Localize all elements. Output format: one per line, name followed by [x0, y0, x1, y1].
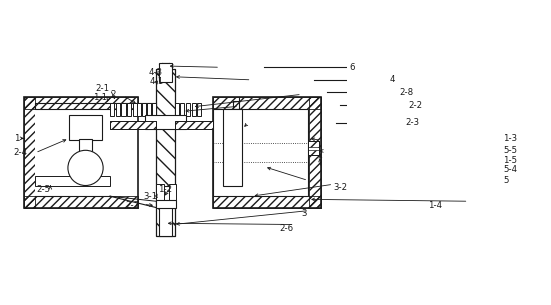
Bar: [159, 185, 172, 236]
Bar: [159, 63, 172, 82]
Bar: [69, 115, 102, 140]
Bar: [110, 102, 115, 116]
Bar: [308, 142, 320, 146]
Bar: [110, 121, 156, 129]
Bar: [35, 102, 156, 109]
Text: 2-3: 2-3: [406, 118, 420, 127]
Text: 2-8: 2-8: [399, 88, 413, 97]
Bar: [181, 102, 184, 116]
Bar: [110, 121, 156, 129]
Text: 5-4: 5-4: [503, 165, 517, 174]
Bar: [156, 184, 164, 201]
Text: 4-1: 4-1: [150, 77, 164, 86]
Bar: [24, 98, 35, 207]
Bar: [24, 98, 138, 109]
Bar: [308, 150, 320, 155]
Text: 4-3: 4-3: [148, 68, 163, 77]
Bar: [175, 102, 179, 116]
Bar: [24, 196, 138, 207]
Bar: [116, 102, 120, 116]
Bar: [24, 98, 138, 207]
Text: 5-5: 5-5: [503, 146, 517, 156]
Bar: [156, 69, 175, 236]
Text: 1-4: 1-4: [428, 201, 442, 210]
Bar: [213, 109, 310, 196]
Text: 2-4: 2-4: [14, 148, 28, 157]
Bar: [35, 176, 110, 185]
Text: 2-2: 2-2: [409, 101, 423, 109]
Bar: [223, 109, 242, 185]
Bar: [197, 102, 201, 116]
Text: 1-3: 1-3: [503, 134, 517, 143]
Bar: [156, 69, 175, 236]
Bar: [175, 121, 213, 129]
Bar: [121, 102, 126, 116]
Text: 2-7: 2-7: [126, 201, 140, 210]
Bar: [308, 142, 320, 155]
Bar: [192, 102, 196, 116]
Bar: [35, 109, 138, 196]
Bar: [310, 98, 321, 207]
Bar: [145, 115, 186, 129]
Text: 1-2: 1-2: [159, 185, 172, 194]
Bar: [175, 121, 213, 129]
Text: 1-1: 1-1: [93, 93, 107, 102]
Text: 2: 2: [110, 90, 116, 99]
Bar: [213, 109, 308, 196]
Text: 3-1: 3-1: [143, 192, 158, 201]
Text: 5: 5: [503, 176, 509, 185]
Text: 3-2: 3-2: [333, 183, 348, 192]
Bar: [127, 102, 132, 116]
Text: 2-6: 2-6: [280, 224, 294, 233]
Bar: [169, 184, 176, 201]
Bar: [213, 196, 321, 207]
Text: 1-5: 1-5: [503, 156, 517, 165]
Bar: [147, 102, 151, 116]
Bar: [186, 102, 190, 116]
Bar: [142, 102, 146, 116]
Bar: [213, 98, 321, 207]
Text: 1: 1: [14, 134, 19, 143]
Bar: [133, 102, 137, 116]
Text: 6: 6: [349, 63, 354, 72]
Text: 2-5: 2-5: [36, 185, 51, 194]
Text: 3: 3: [302, 209, 307, 218]
Bar: [152, 102, 156, 116]
Bar: [79, 139, 93, 153]
Text: 4: 4: [390, 75, 396, 84]
Bar: [213, 98, 321, 109]
Bar: [35, 102, 156, 109]
Bar: [156, 200, 176, 207]
Text: 2-1: 2-1: [95, 84, 110, 92]
Circle shape: [68, 150, 103, 185]
Bar: [137, 102, 141, 116]
